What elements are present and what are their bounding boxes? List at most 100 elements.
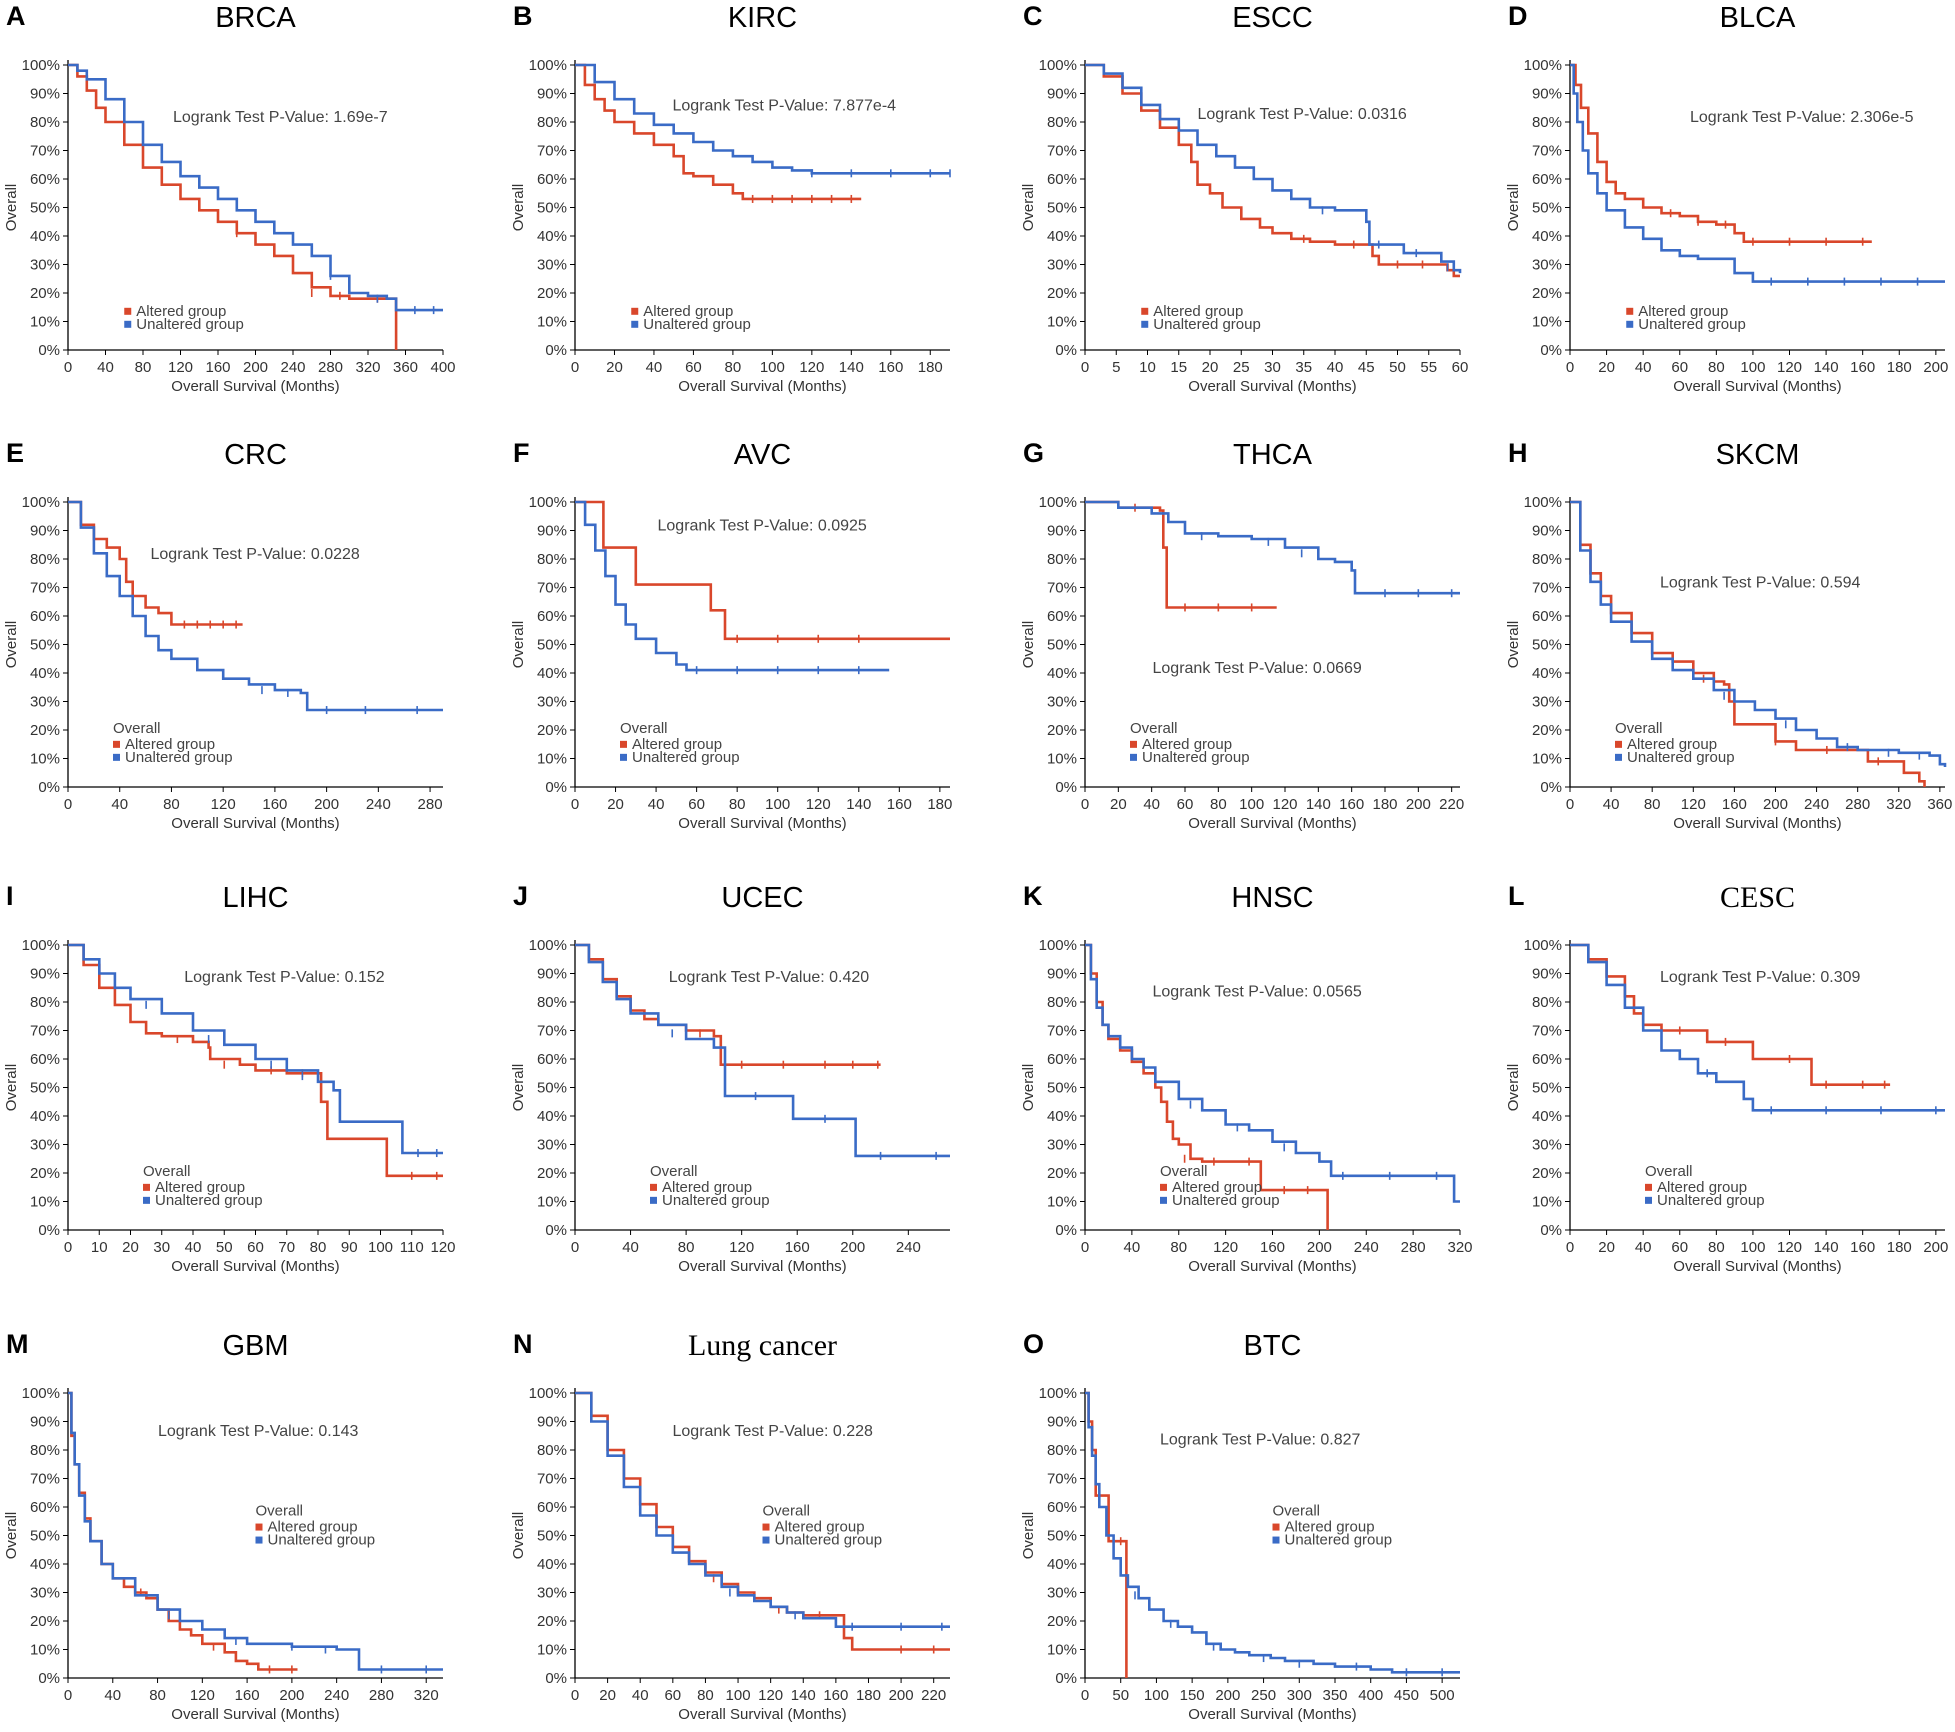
legend-swatch-altered [620,740,627,748]
panel-m: M GBM 0% 10% 20% 30% 40% 50% 60% 70% 80% 90% 100% 0 40… [3,1329,443,1723]
x-tick-label: 0 [64,359,72,376]
panel-letter: B [513,1,533,31]
y-tick-label: 40% [1047,665,1077,682]
y-tick-label: 20% [30,285,60,302]
legend-swatch-unaltered [1160,1196,1167,1204]
x-tick-label: 20 [1110,796,1127,813]
panel-a: A BRCA 0% 10% 20% 30% 40% 50% 60% 70% 80% 90% 100% 0 4… [3,1,456,395]
y-tick-label: 60% [537,171,567,188]
legend-swatch-unaltered [1615,753,1622,761]
x-tick-label: 20 [1598,1239,1615,1256]
panel-c: C ESCC 0% 10% 20% 30% 40% 50% 60% 70% 80% 90% 100% 0 5… [1020,1,1468,395]
y-tick-label: 20% [537,722,567,739]
survival-curve-unaltered [575,943,950,1158]
y-tick-label: 30% [1047,257,1077,274]
x-tick-label: 120 [430,1239,455,1256]
y-tick-label: 40% [30,1108,60,1125]
legend-title: Overall [763,1503,811,1520]
legend-label-altered: Altered group [268,1519,358,1536]
x-tick-label: 40 [111,796,128,813]
legend-label-unaltered: Unaltered group [643,316,751,333]
legend-swatch-altered [124,307,132,315]
x-axis-label: Overall Survival (Months) [1673,1258,1841,1275]
y-axis-label: Overall [1505,621,1522,669]
panel-o: O BTC 0% 10% 20% 30% 40% 50% 60% 70% 80% 90% 100% 0 50… [1020,1329,1460,1723]
x-tick-label: 80 [149,1687,166,1704]
x-tick-label: 250 [1251,1687,1276,1704]
y-tick-label: 0% [545,1670,567,1687]
x-tick-label: 50 [1389,359,1406,376]
x-tick-label: 60 [247,1239,264,1256]
legend-label-unaltered: Unaltered group [136,316,244,333]
x-tick-label: 140 [839,359,864,376]
survival-curve-altered [1570,500,1926,787]
x-tick-label: 200 [1215,1687,1240,1704]
panel-title: THCA [1233,439,1313,471]
y-tick-label: 30% [537,257,567,274]
x-tick-label: 120 [799,359,824,376]
y-tick-label: 50% [1047,637,1077,654]
x-axis-label: Overall Survival (Months) [171,1706,339,1723]
panel-n: N Lung cancer 0% 10% 20% 30% 40% 50% 60% 70% 80% 90… [510,1329,950,1723]
logrank-pvalue: Logrank Test P-Value: 0.420 [669,969,870,986]
y-tick-label: 90% [30,1414,60,1431]
legend-swatch-altered [1615,740,1622,748]
y-tick-label: 10% [1047,1194,1077,1211]
x-axis-label: Overall Survival (Months) [171,815,339,832]
y-axis-label: Overall [510,1512,527,1560]
y-axis-label: Overall [1020,184,1037,232]
x-tick-label: 300 [1287,1687,1312,1704]
survival-curve-unaltered [575,1391,950,1628]
legend-swatch-altered [1160,1183,1167,1191]
x-tick-label: 20 [1598,359,1615,376]
y-tick-label: 100% [22,57,60,74]
x-tick-label: 15 [1170,359,1187,376]
panel-h: H SKCM 0% 10% 20% 30% 40% 50% 60% 70% 80% 90% 100% 0 4… [1505,438,1952,832]
y-tick-label: 30% [537,1137,567,1154]
x-tick-label: 360 [393,359,418,376]
y-tick-label: 10% [1532,1194,1562,1211]
x-tick-label: 5 [1112,359,1120,376]
legend-swatch-altered [255,1523,263,1531]
y-tick-label: 40% [30,228,60,245]
y-tick-label: 30% [1532,257,1562,274]
y-tick-label: 80% [1532,994,1562,1011]
y-tick-label: 100% [1039,1385,1077,1402]
x-tick-label: 150 [1180,1687,1205,1704]
x-tick-label: 80 [1708,1239,1725,1256]
x-tick-label: 160 [1260,1239,1285,1256]
y-tick-label: 0% [545,1222,567,1239]
y-tick-label: 90% [1532,523,1562,540]
x-tick-label: 60 [685,359,702,376]
panel-title: BTC [1244,1330,1302,1362]
survival-curve-unaltered [1085,500,1460,595]
y-tick-label: 70% [30,1471,60,1488]
logrank-pvalue: Logrank Test P-Value: 0.0228 [151,546,360,563]
x-tick-label: 60 [688,796,705,813]
y-tick-label: 20% [1532,1165,1562,1182]
y-tick-label: 80% [537,114,567,131]
y-tick-label: 40% [30,1556,60,1573]
y-tick-label: 40% [1532,228,1562,245]
x-axis-label: Overall Survival (Months) [171,378,339,395]
survival-curve-unaltered [1085,63,1462,274]
survival-curve-unaltered [1570,63,1945,283]
logrank-pvalue: Logrank Test P-Value: 0.827 [1160,1431,1361,1448]
legend-label-altered: Altered group [1627,736,1717,753]
survival-curve-altered [68,943,443,1178]
legend-label-altered: Altered group [136,303,226,320]
y-tick-label: 40% [1047,228,1077,245]
x-tick-label: 450 [1394,1687,1419,1704]
x-axis-label: Overall Survival (Months) [1188,1706,1356,1723]
y-tick-label: 10% [537,1194,567,1211]
y-tick-label: 60% [30,1051,60,1068]
y-tick-label: 0% [1540,342,1562,359]
x-tick-label: 240 [1804,796,1829,813]
y-tick-label: 50% [1047,1528,1077,1545]
survival-curve-altered [575,63,862,201]
x-tick-label: 200 [1923,359,1948,376]
legend-label-altered: Altered group [1638,303,1728,320]
x-tick-label: 180 [1887,359,1912,376]
x-tick-label: 100 [368,1239,393,1256]
panel-title: UCEC [721,882,803,914]
